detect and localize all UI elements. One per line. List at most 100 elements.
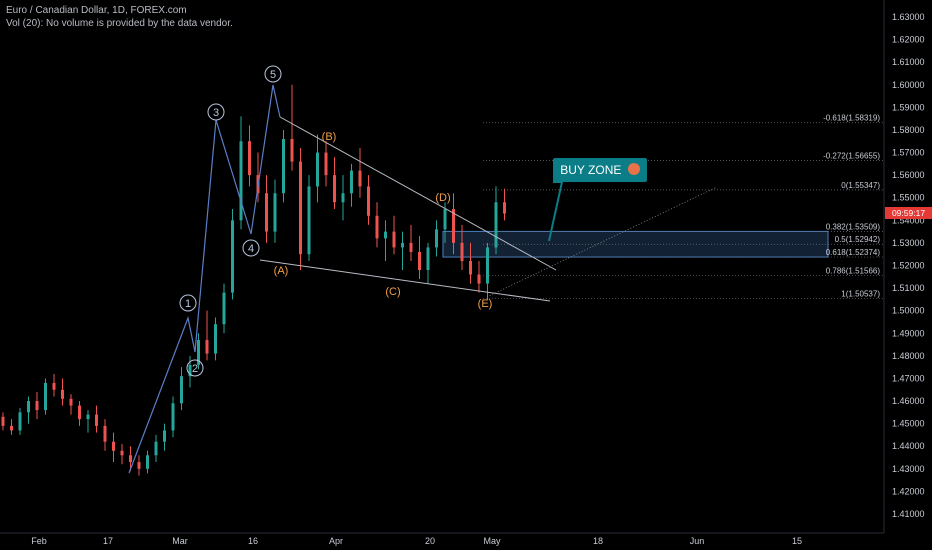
- fibonacci-levels: -0.618(1.58319) -0.272(1.56655) 0(1.55347)…: [442, 114, 884, 299]
- candle-body: [418, 251, 421, 271]
- candle-body: [477, 274, 481, 284]
- impulse-label-ring: [179, 294, 197, 312]
- trendlines: [128, 84, 718, 474]
- candle-body: [69, 398, 73, 406]
- price-tick-label: 1.61000: [892, 57, 925, 67]
- time-tick-label: 15: [792, 536, 802, 546]
- price-tick-label: 1.50000: [892, 306, 925, 316]
- candle-body: [333, 175, 336, 203]
- candle-body: [171, 403, 175, 431]
- candle-body: [27, 401, 30, 413]
- candle-body: [409, 242, 413, 252]
- impulse-label: 2: [192, 363, 198, 375]
- candle-body: [35, 401, 39, 411]
- candle-body: [44, 382, 47, 411]
- candle-body: [392, 231, 396, 248]
- impulse-label: 4: [248, 243, 254, 255]
- time-tick-label: Jun: [690, 536, 705, 546]
- candle-body: [503, 202, 506, 214]
- candle-body: [401, 242, 404, 248]
- candle-body: [239, 141, 243, 221]
- candle-body: [154, 441, 158, 456]
- correction-label: (C): [385, 286, 400, 298]
- price-tick-label: 1.62000: [892, 35, 925, 45]
- buy-zone-label: BUY ZONE: [560, 163, 622, 177]
- time-tick-label: Apr: [329, 536, 343, 546]
- price-tick-label: 1.53000: [892, 238, 925, 248]
- price-tick-label: 1.54000: [892, 215, 925, 225]
- candle-body: [129, 455, 132, 463]
- time-tick-label: 18: [593, 536, 603, 546]
- lower-trendline: [259, 259, 551, 302]
- candle-body: [112, 441, 115, 451]
- candle-body: [435, 229, 438, 248]
- candle-body: [426, 247, 430, 271]
- candle-body: [222, 292, 226, 325]
- candle-body: [460, 242, 464, 261]
- symbol-title: Euro / Canadian Dollar, 1D, FOREX.com: [6, 5, 187, 16]
- candle-body: [494, 202, 498, 248]
- candle-body: [248, 141, 251, 176]
- time-tick-label: 16: [248, 536, 258, 546]
- time-tick-label: 20: [425, 536, 435, 546]
- buy-zone-callout[interactable]: BUY ZONE: [553, 158, 647, 182]
- price-tick-label: 1.46000: [892, 396, 925, 406]
- candle-body: [265, 193, 268, 232]
- candle-body: [358, 170, 362, 187]
- impulse-label-ring: [207, 103, 225, 121]
- price-tick-label: 1.45000: [892, 419, 925, 429]
- impulse-label-ring: [264, 65, 282, 83]
- candle-body: [469, 260, 472, 275]
- time-tick-label: 17: [103, 536, 113, 546]
- candle-body: [350, 170, 353, 194]
- fib-level-label: 1(1.50537): [841, 290, 880, 299]
- fib-level-label: 0(1.55347): [841, 181, 880, 190]
- candle-body: [18, 412, 22, 431]
- price-tick-label: 1.57000: [892, 148, 925, 158]
- price-tick-label: 1.60000: [892, 80, 925, 90]
- price-tick-label: 1.63000: [892, 12, 925, 22]
- price-tick-label: 1.51000: [892, 283, 925, 293]
- price-tick-label: 1.59000: [892, 102, 925, 112]
- buy-zone-rect: [442, 230, 829, 258]
- candle-body: [95, 414, 98, 426]
- candle-body: [10, 425, 13, 431]
- buy-zone-pointer: [548, 181, 564, 242]
- candle-body: [341, 193, 345, 203]
- candle-body: [282, 138, 285, 194]
- price-tick-label: 1.56000: [892, 170, 925, 180]
- impulse-wave-path: [128, 84, 281, 474]
- candle-body: [367, 186, 370, 216]
- correction-label: (E): [478, 298, 493, 310]
- fib-level-label: 0.618(1.52374): [826, 248, 881, 257]
- candle-body: [214, 324, 217, 354]
- price-axis[interactable]: 1.41000 1.42000 1.43000 1.44000 1.45000 1.460…: [883, 0, 925, 533]
- price-tick-label: 1.52000: [892, 261, 925, 271]
- correction-label: (A): [274, 265, 289, 277]
- fib-level-label: 0.5(1.52942): [835, 235, 881, 244]
- candle-body: [375, 215, 379, 239]
- price-tick-label: 1.55000: [892, 193, 925, 203]
- impulse-label: 3: [213, 107, 219, 119]
- candle-body: [299, 161, 302, 255]
- candle-body: [273, 193, 277, 232]
- candle-body: [103, 425, 107, 442]
- volume-note: Vol (20): No volume is provided by the d…: [6, 18, 233, 29]
- candle-body: [384, 231, 387, 239]
- candle-body: [205, 340, 209, 354]
- candlesticks: [1, 84, 506, 476]
- time-tick-label: Feb: [31, 536, 47, 546]
- rocket-emoji-icon: [627, 163, 640, 175]
- candle-body: [486, 247, 489, 284]
- price-tick-label: 1.58000: [892, 125, 925, 135]
- candle-body: [146, 455, 149, 469]
- candle-body: [180, 376, 183, 404]
- impulse-label-ring: [186, 359, 204, 377]
- fib-level-label: -0.272(1.56655): [823, 151, 880, 160]
- candle-body: [307, 186, 311, 255]
- time-axis[interactable]: Feb 17 Mar 16 Apr 20 May 18 Jun 15: [0, 532, 884, 546]
- correction-label: (B): [322, 131, 337, 143]
- candle-body: [188, 364, 192, 377]
- candle-body: [452, 209, 455, 243]
